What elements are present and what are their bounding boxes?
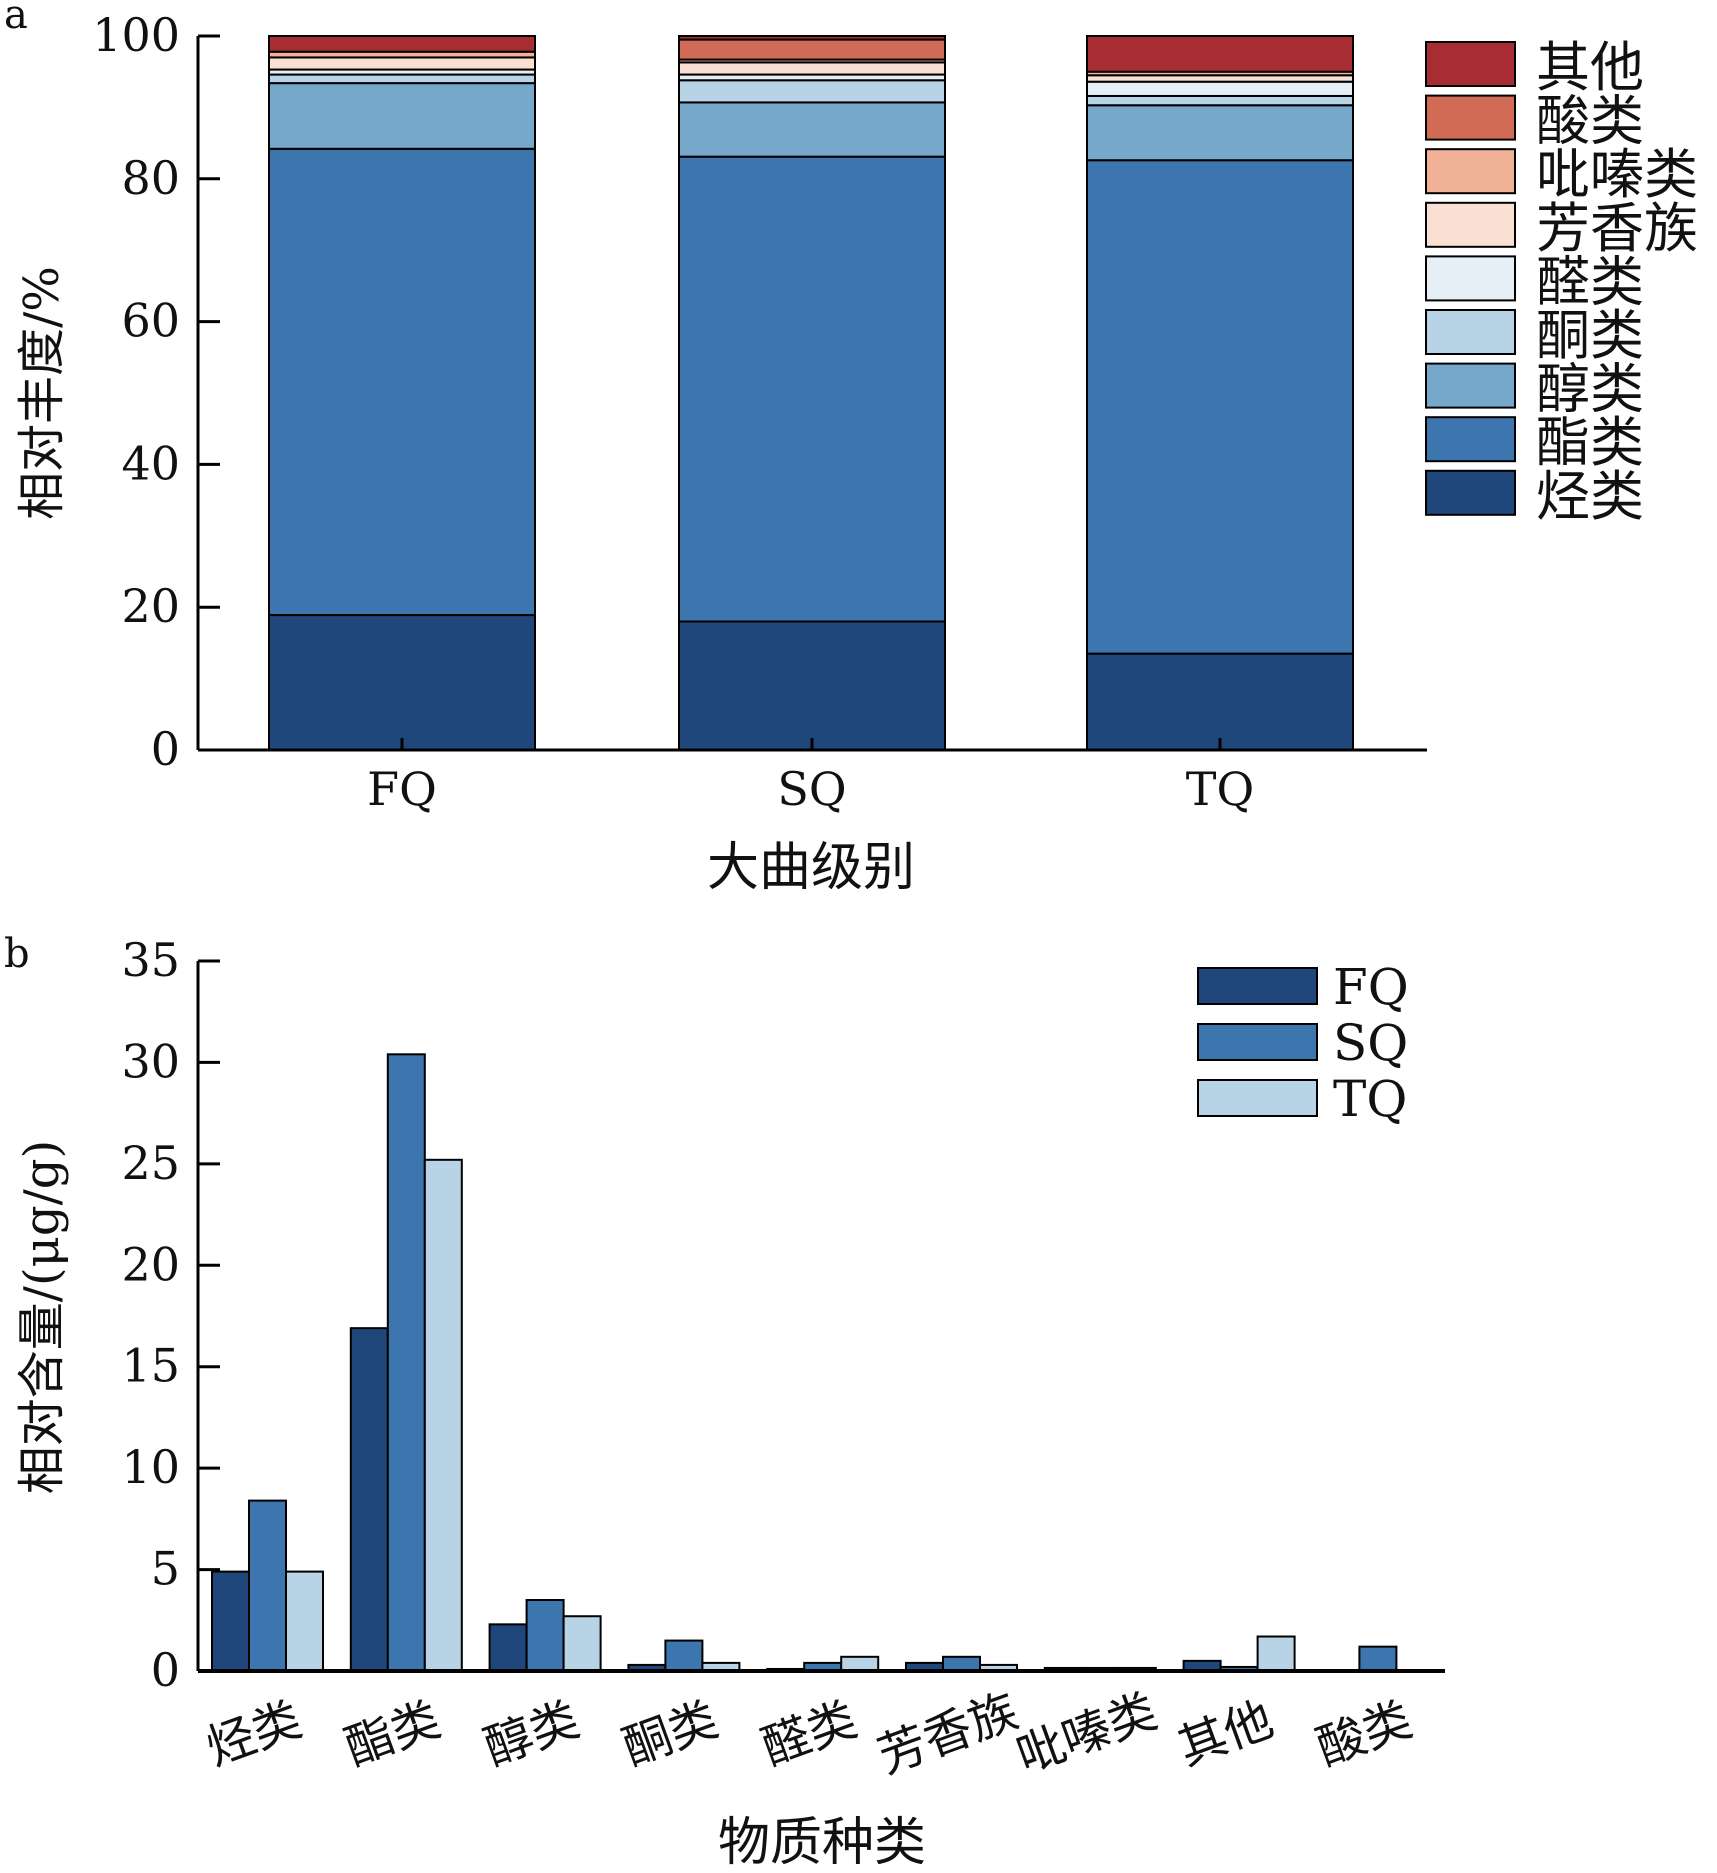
x-tick-label: 吡嗪类 xyxy=(1010,1683,1164,1785)
x-tick-label: 酸类 xyxy=(1310,1691,1419,1776)
y-tick-label: 35 xyxy=(121,933,180,987)
bar-烃类-SQ xyxy=(248,1499,287,1672)
legend-label: 酮类 xyxy=(1536,304,1644,367)
legend-swatch xyxy=(1425,255,1516,302)
x-tick-label: 醛类 xyxy=(755,1691,864,1776)
bar-segment-SQ-1 xyxy=(678,155,946,623)
bar-烃类-TQ xyxy=(285,1570,324,1672)
bar-醇类-TQ xyxy=(562,1615,602,1672)
legend-label: 酸类 xyxy=(1536,90,1644,153)
legend-swatch xyxy=(1197,1079,1318,1117)
bar-segment-TQ-2 xyxy=(1086,104,1354,162)
y-tick-label: 0 xyxy=(151,722,180,776)
x-tick-label: 酯类 xyxy=(338,1691,447,1776)
legend-label: SQ xyxy=(1333,1014,1408,1072)
panel-a-stacked-bar-chart: a FQ SQ TQ 0 20 40 60 80 100 大曲级别 相对丰度/% 其他酸类吡嗪类芳香族醛… xyxy=(4,0,1698,898)
bar-酯类-TQ xyxy=(423,1158,463,1673)
legend-swatch xyxy=(1425,148,1516,195)
x-tick-label: 其他 xyxy=(1171,1691,1280,1776)
x-tick-label: 芳香族 xyxy=(871,1683,1025,1785)
bar-segment-FQ-8 xyxy=(268,35,536,53)
bar-醛类-TQ xyxy=(840,1655,880,1673)
bar-segment-FQ-2 xyxy=(268,82,536,150)
legend-label: TQ xyxy=(1333,1070,1407,1128)
y-tick-label: 20 xyxy=(121,579,180,633)
bar-segment-FQ-3 xyxy=(268,73,536,85)
y-tick-label: 20 xyxy=(121,1237,180,1291)
legend-label: FQ xyxy=(1333,958,1409,1016)
y-axis-title: 相对丰度/% xyxy=(14,266,70,520)
bar-segment-SQ-5 xyxy=(678,61,946,76)
x-tick-label: 醇类 xyxy=(477,1691,586,1776)
x-axis-title: 物质种类 xyxy=(718,1813,926,1873)
y-tick-label: 100 xyxy=(92,8,180,62)
bar-醇类-SQ xyxy=(525,1599,565,1672)
bar-segment-FQ-5 xyxy=(268,56,536,71)
legend-swatch xyxy=(1425,362,1516,409)
bar-烃类-FQ xyxy=(211,1570,250,1672)
x-tick-label: TQ xyxy=(1186,762,1254,816)
y-tick-label: 5 xyxy=(151,1542,180,1596)
bar-酸类-SQ xyxy=(1358,1645,1398,1672)
y-axis-title: 相对含量/(μg/g) xyxy=(14,1140,70,1494)
bar-酮类-SQ xyxy=(664,1639,704,1672)
bar-segment-SQ-3 xyxy=(678,79,946,104)
x-tick-label: FQ xyxy=(367,762,437,816)
bar-segment-FQ-1 xyxy=(268,147,536,617)
x-axis-title: 大曲级别 xyxy=(707,838,915,898)
y-tick-label: 15 xyxy=(121,1339,180,1393)
bar-segment-SQ-8 xyxy=(678,35,946,41)
legend-swatch xyxy=(1425,94,1516,141)
bar-segment-SQ-2 xyxy=(678,101,946,158)
bar-segment-TQ-0 xyxy=(1086,652,1354,751)
bar-其他-TQ xyxy=(1256,1635,1296,1672)
x-tick-label: SQ xyxy=(777,762,846,816)
legend-label: 烃类 xyxy=(1536,465,1644,528)
bar-segment-TQ-8 xyxy=(1086,35,1354,73)
legend-swatch xyxy=(1197,967,1318,1005)
bar-酯类-SQ xyxy=(386,1053,426,1673)
panel-label: b xyxy=(4,931,30,977)
legend-swatch xyxy=(1425,201,1516,248)
legend-label: 醇类 xyxy=(1536,358,1644,421)
y-tick-label: 0 xyxy=(151,1643,180,1697)
legend-label: 其他 xyxy=(1536,36,1644,99)
y-tick-label: 40 xyxy=(121,436,180,490)
x-tick-label: 烃类 xyxy=(199,1691,308,1776)
bar-segment-SQ-0 xyxy=(678,620,946,751)
bar-segment-TQ-4 xyxy=(1086,80,1354,97)
legend-swatch xyxy=(1425,469,1516,516)
bar-segment-FQ-0 xyxy=(268,614,536,752)
bar-segment-TQ-3 xyxy=(1086,94,1354,107)
y-tick-label: 10 xyxy=(121,1440,180,1494)
y-tick-label: 25 xyxy=(121,1136,180,1190)
legend-swatch xyxy=(1425,41,1516,87)
legend-swatch xyxy=(1425,309,1516,355)
legend-label: 吡嗪类 xyxy=(1536,143,1698,206)
bar-醇类-FQ xyxy=(488,1623,528,1673)
bar-芳香族-SQ xyxy=(942,1655,981,1673)
bar-segment-TQ-1 xyxy=(1086,159,1354,655)
panel-label: a xyxy=(4,0,28,38)
y-tick-label: 60 xyxy=(121,294,180,348)
y-tick-label: 30 xyxy=(121,1034,180,1088)
bar-酯类-FQ xyxy=(349,1327,389,1672)
bar-segment-SQ-7 xyxy=(678,38,946,61)
legend-label: 醛类 xyxy=(1536,250,1644,313)
legend-label: 芳香族 xyxy=(1536,197,1698,260)
legend-swatch xyxy=(1197,1023,1318,1061)
y-tick-label: 80 xyxy=(121,151,180,205)
legend-swatch xyxy=(1425,416,1516,463)
legend-label: 酯类 xyxy=(1536,411,1644,474)
x-tick-label: 酮类 xyxy=(616,1691,725,1776)
